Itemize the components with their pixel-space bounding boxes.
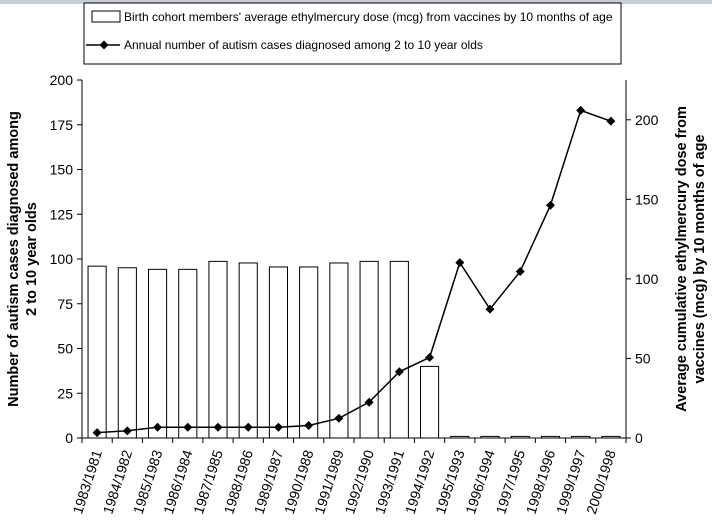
- x-tick-label: 1998/1996: [523, 448, 559, 516]
- bar: [540, 435, 561, 439]
- bar: [389, 260, 409, 439]
- legend-box: [83, 2, 622, 65]
- right-tick-label: 100: [635, 271, 659, 287]
- bar: [601, 435, 621, 439]
- left-tick-label: 0: [65, 430, 73, 446]
- left-tick-label: 200: [50, 72, 74, 88]
- legend: Birth cohort members' average ethylmercu…: [83, 2, 622, 65]
- right-tick-label: 150: [635, 191, 659, 207]
- bar: [87, 265, 107, 439]
- line-point: [485, 304, 495, 314]
- line-point: [183, 422, 193, 432]
- bar: [299, 266, 319, 439]
- bar: [419, 365, 440, 439]
- legend-line-label: Annual number of autism cases diagnosed …: [124, 38, 483, 52]
- x-tick-label: 1994/1992: [402, 448, 438, 516]
- right-axis-ticks: 0 50 100 150 200: [626, 112, 659, 446]
- line-point: [576, 105, 586, 115]
- line-point: [606, 116, 616, 126]
- series-line: [97, 109, 612, 434]
- left-tick-label: 100: [50, 251, 74, 267]
- top-edge-bar: [0, 0, 712, 4]
- x-tick-label: 1989/1987: [251, 448, 287, 516]
- line-point: [394, 367, 404, 377]
- legend-bar-label: Birth cohort members' average ethylmercu…: [124, 10, 613, 24]
- x-tick-label: 1987/1985: [190, 448, 226, 516]
- right-tick-label: 50: [635, 350, 651, 366]
- bar: [268, 266, 289, 439]
- left-axis-ticks: 0 25 50 75 100 125 150 175 200: [50, 72, 82, 446]
- x-tick-label: 1997/1995: [492, 448, 528, 516]
- bar-series: [87, 260, 621, 439]
- right-axis-title-line-2: vaccines (mcg) by 10 months of age: [692, 135, 708, 384]
- left-tick-label: 25: [57, 385, 73, 401]
- line-point: [455, 258, 465, 268]
- left-tick-label: 50: [57, 341, 73, 357]
- x-tick-label: 1985/1983: [130, 448, 166, 516]
- bar: [510, 435, 530, 439]
- right-axis-title-line-1: Average cumulative ethylmercury dose fro…: [674, 106, 690, 412]
- bar: [329, 262, 349, 439]
- bar: [147, 268, 168, 439]
- bar: [178, 268, 198, 439]
- line-point: [364, 397, 374, 407]
- x-tick-label: 1991/1989: [311, 448, 347, 516]
- left-tick-label: 125: [50, 206, 74, 222]
- line-point: [304, 420, 314, 430]
- x-tick-label: 2000/1998: [583, 448, 619, 516]
- bar: [480, 435, 500, 439]
- line-point: [243, 422, 253, 432]
- x-tick-label: 1993/1991: [372, 448, 408, 516]
- left-axis-title-line-1: Number of autism cases diagnosed among: [6, 111, 22, 407]
- x-tick-label: 1986/1984: [160, 448, 196, 516]
- line-point: [122, 426, 132, 436]
- line-point: [153, 422, 163, 432]
- line-point: [273, 422, 283, 432]
- legend-line-marker: [99, 40, 109, 50]
- line-point: [545, 200, 555, 210]
- x-tick-label: 1984/1982: [100, 448, 136, 516]
- left-axis-title-line-2: 2 to 10 year olds: [24, 202, 40, 316]
- bar: [359, 260, 379, 439]
- bar: [238, 262, 258, 439]
- left-tick-label: 175: [50, 117, 74, 133]
- right-tick-label: 200: [635, 112, 659, 128]
- x-tick-label: 1988/1986: [220, 448, 256, 516]
- line-point: [213, 422, 223, 432]
- x-tick-label: 1990/1988: [281, 448, 317, 516]
- right-tick-label: 0: [635, 430, 643, 446]
- x-tick-label: 1983/1981: [69, 448, 105, 516]
- bar: [571, 435, 591, 439]
- line-series: [92, 105, 616, 438]
- left-tick-label: 150: [50, 162, 74, 178]
- x-tick-label: 1999/1997: [553, 448, 589, 516]
- line-point: [425, 352, 435, 362]
- line-point: [334, 413, 344, 423]
- left-tick-label: 75: [57, 296, 73, 312]
- line-point: [92, 428, 102, 438]
- line-point: [515, 267, 525, 277]
- bar: [208, 260, 228, 439]
- x-axis-ticks: 1983/19811984/19821985/19831986/19841987…: [69, 438, 627, 516]
- bar: [450, 435, 470, 439]
- bar: [117, 267, 137, 439]
- x-tick-label: 1995/1993: [432, 448, 468, 516]
- x-tick-label: 1996/1994: [462, 448, 498, 516]
- legend-bar-swatch: [91, 10, 121, 23]
- x-tick-label: 1992/1990: [341, 448, 377, 516]
